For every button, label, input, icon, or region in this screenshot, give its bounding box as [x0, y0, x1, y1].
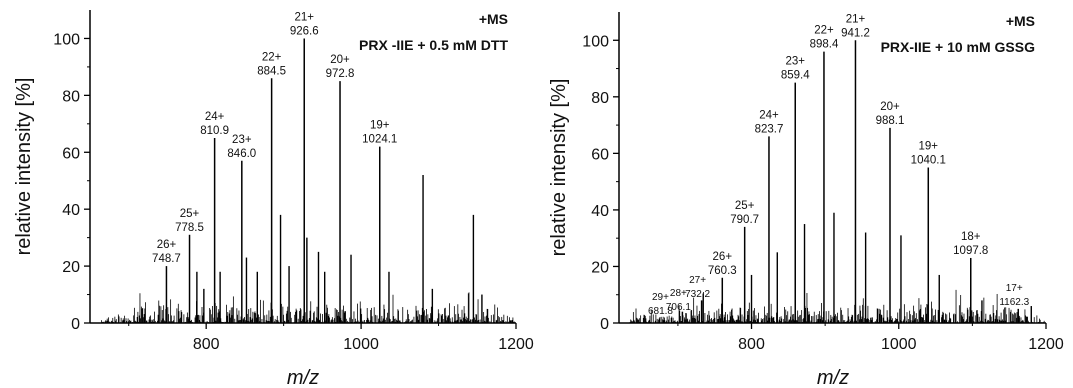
peak-mz-label: 972.8	[326, 68, 355, 80]
y-tick-label: 100	[582, 33, 609, 50]
y-axis-label: relative intensity [%]	[548, 79, 570, 257]
x-tick-label: 1000	[881, 336, 917, 353]
peak-charge-label: 23+	[232, 134, 252, 146]
peak-mz-label: 941.2	[841, 27, 870, 39]
peak-charge-label: 18+	[961, 231, 981, 243]
peak-mz-label: 846.0	[227, 148, 256, 160]
peak-mz-label: 898.4	[810, 39, 839, 51]
spectrum-panel-2: 29+ 681.8 28+ 706.1 27+ 732.2 26+ 760.3 25+ 790.7…	[548, 12, 1064, 388]
spectrum-panel-1: 26+ 748.7 25+ 778.5 24+ 810.923+ 846.0 22+ 884.5…	[13, 10, 534, 388]
peak-mz-label: 681.8	[648, 306, 673, 317]
y-tick-label: 40	[62, 202, 80, 219]
sample-condition-label: PRX -IIE + 0.5 mM DTT	[359, 37, 508, 53]
peak-mz-label: 823.7	[755, 123, 784, 135]
peak-charge-label: 21+	[294, 11, 314, 23]
y-tick-label: 80	[62, 88, 80, 105]
y-tick-label: 20	[591, 259, 609, 276]
x-tick-label: 800	[738, 336, 765, 353]
x-tick-label: 1200	[498, 336, 534, 353]
peak-charge-label: 22+	[262, 51, 282, 63]
peak-charge-label: 21+	[846, 13, 866, 25]
peak-charge-label: 27+	[689, 275, 706, 286]
peak-charge-label: 29+	[652, 292, 669, 303]
peak-charge-label: 26+	[713, 251, 733, 263]
peak-mz-label: 1024.1	[362, 134, 397, 146]
peak-charge-label: 22+	[814, 25, 834, 37]
x-axis-label: m/z	[817, 367, 849, 388]
peak-mz-label: 790.7	[730, 214, 759, 226]
peak-mz-label: 778.5	[175, 222, 204, 234]
y-tick-label: 20	[62, 259, 80, 276]
peak-mz-label: 760.3	[708, 265, 737, 277]
peak-charge-label: 17+	[1006, 283, 1023, 294]
y-tick-label: 40	[591, 203, 609, 220]
y-tick-label: 60	[62, 145, 80, 162]
y-tick-label: 60	[591, 146, 609, 163]
peak-charge-label: 24+	[205, 111, 225, 123]
peak-charge-label: 25+	[735, 200, 755, 212]
peak-mz-label: 988.1	[876, 115, 905, 127]
y-axis-label: relative intensity [%]	[13, 78, 35, 256]
peak-charge-label: 24+	[759, 109, 779, 121]
peak-mz-label: 926.6	[290, 25, 319, 37]
baseline-noise	[101, 292, 515, 323]
sample-condition-label: PRX-IIE + 10 mM GSSG	[881, 39, 1036, 55]
y-tick-label: 0	[71, 316, 80, 333]
peak-mz-label: 732.2	[685, 289, 710, 300]
peak-mz-label: 884.5	[257, 65, 286, 77]
peak-mz-label: 1162.3	[999, 297, 1029, 308]
peak-mz-label: 1040.1	[911, 155, 946, 167]
ms-mode-label: +MS	[1006, 13, 1035, 29]
y-tick-label: 80	[591, 90, 609, 107]
peak-mz-label: 859.4	[781, 70, 810, 82]
peak-mz-label: 706.1	[666, 302, 691, 313]
peak-mz-label: 748.7	[152, 253, 181, 265]
peak-charge-label: 28+	[670, 288, 687, 299]
x-axis-label: m/z	[287, 367, 319, 388]
peak-charge-label: 19+	[370, 120, 390, 132]
peak-mz-label: 810.9	[200, 125, 229, 137]
ms-mode-label: +MS	[479, 11, 508, 27]
peak-charge-label: 23+	[785, 56, 805, 68]
peak-charge-label: 20+	[330, 54, 350, 66]
x-tick-label: 800	[193, 336, 220, 353]
peak-charge-label: 26+	[157, 239, 177, 251]
y-tick-label: 100	[53, 31, 80, 48]
x-tick-label: 1200	[1028, 336, 1064, 353]
peak-charge-label: 25+	[180, 208, 200, 220]
peak-charge-label: 20+	[880, 101, 900, 113]
peak-mz-label: 1097.8	[953, 245, 988, 257]
x-tick-label: 1000	[343, 336, 379, 353]
peak-charge-label: 19+	[919, 141, 939, 153]
y-tick-label: 0	[600, 316, 609, 333]
